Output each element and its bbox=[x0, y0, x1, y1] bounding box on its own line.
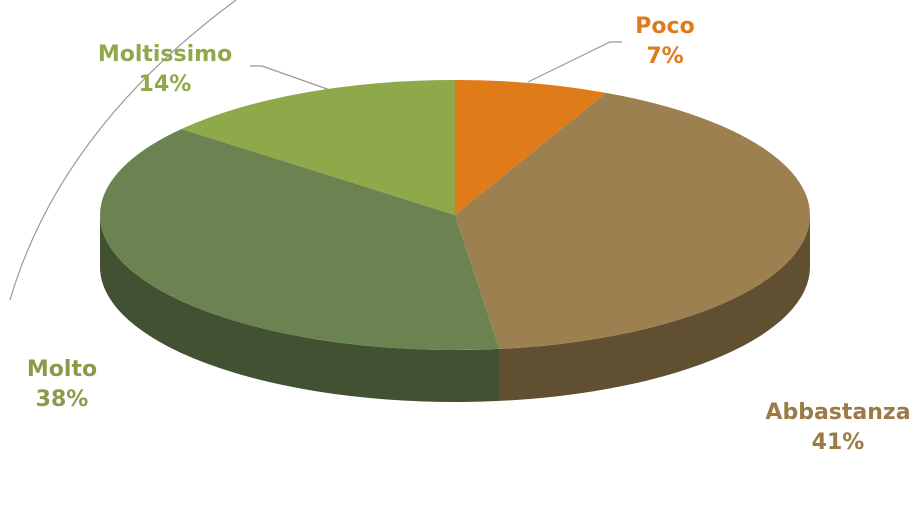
label-value: 38% bbox=[35, 387, 89, 412]
leader-line bbox=[527, 41, 622, 83]
slice bbox=[181, 80, 455, 215]
label-name: Moltissimo bbox=[97, 42, 233, 67]
data-label: Abbastanza 41% bbox=[763, 398, 913, 458]
data-label: Moltissimo 14% bbox=[98, 40, 232, 100]
slice-side bbox=[499, 215, 810, 401]
data-label: Molto 38% bbox=[27, 355, 97, 415]
label-value: 14% bbox=[138, 72, 192, 97]
slice-side bbox=[100, 215, 500, 402]
label-value: 41% bbox=[811, 430, 865, 455]
label-name: Molto bbox=[26, 357, 98, 382]
label-name: Poco bbox=[635, 14, 695, 39]
slice bbox=[455, 80, 607, 215]
label-name: Abbastanza bbox=[765, 400, 911, 425]
slice bbox=[99, 128, 500, 350]
leader-line bbox=[250, 65, 331, 91]
label-value: 7% bbox=[646, 44, 684, 69]
slice bbox=[455, 92, 810, 349]
data-label: Poco 7% bbox=[635, 12, 694, 72]
decor-curve bbox=[9, 0, 237, 301]
